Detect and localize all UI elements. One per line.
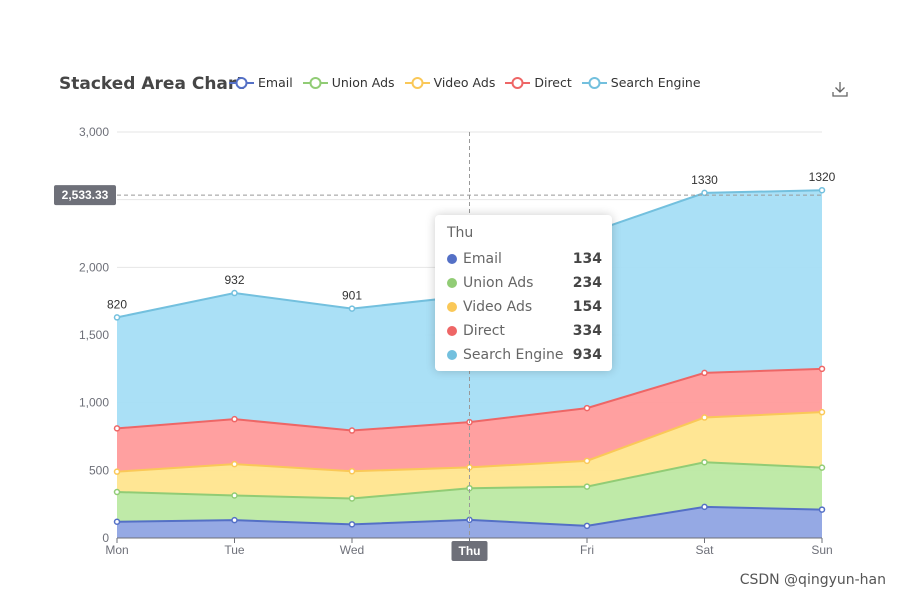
tooltip-value: 334 [572,323,602,339]
data-point-direct [231,415,238,423]
legend-item-union-ads[interactable]: Union Ads [302,75,395,90]
legend-search-engine-icon [581,76,607,89]
data-point-union-ads [818,464,826,471]
tooltip-row-direct: Direct 334 [447,319,602,343]
legend-direct-icon [505,76,531,89]
y-pointer-label: 2,533.33 [62,188,109,202]
data-point-video-ads [231,460,238,468]
data-point-email [583,522,591,530]
area-direct [117,368,822,472]
data-point-email [231,516,238,524]
y-tick-label: 1,500 [79,328,109,342]
tooltip-title: Thu [447,225,474,241]
area-video-ads [117,412,822,499]
legend-item-direct[interactable]: Direct [505,75,572,90]
tooltip-row-email: Email 134 [447,247,602,271]
data-point-union-ads [113,488,121,496]
tooltip-name: Direct [463,323,505,339]
data-point-direct [701,369,708,377]
tooltip-dot-search-engine [447,350,457,360]
tooltip-dot-email [447,254,457,264]
data-point-union-ads [231,492,238,499]
data-point-video-ads [701,414,708,421]
data-point-search-engine [348,305,356,312]
x-tick-label: Sun [811,543,832,557]
data-point-search-engine [818,186,826,194]
legend-label-email: Email [258,75,293,90]
y-tick-label: 3,000 [79,125,109,139]
x-tick-label: Thu [459,544,481,558]
data-label: 1320 [809,170,836,184]
tooltip-name: Union Ads [463,275,534,291]
data-point-video-ads [583,457,591,465]
tooltip: Thu Email 134 Union Ads 234 Video Ads 15… [435,215,612,371]
x-tick-label: Fri [580,543,594,557]
watermark: CSDN @qingyun-han [739,572,886,588]
legend-item-search-engine[interactable]: Search Engine [581,75,701,90]
data-point-video-ads [348,468,356,475]
x-tick-label: Mon [105,543,128,557]
tooltip-value: 154 [572,299,602,315]
download-icon[interactable] [831,80,849,98]
data-point-search-engine [113,314,121,321]
legend: Email Union Ads Video Ads Direct Search … [229,75,711,90]
y-tick-label: 0 [102,531,109,545]
data-point-direct [583,404,591,412]
tooltip-name: Video Ads [463,299,533,315]
legend-video-ads-icon [404,76,430,89]
data-label: 820 [107,297,127,311]
tooltip-value: 234 [572,275,602,291]
tooltip-name: Email [463,251,502,267]
legend-label-direct: Direct [534,75,572,90]
tooltip-dot-video-ads [447,302,457,312]
data-label: 1330 [691,173,718,187]
x-pointer-label-bg [451,541,488,561]
tooltip-row-union-ads: Union Ads 234 [447,271,602,295]
legend-label-video-ads: Video Ads [433,75,496,90]
data-point-union-ads [701,458,708,466]
data-point-search-engine [701,189,708,197]
data-point-direct [113,425,121,432]
y-tick-label: 2,000 [79,260,109,274]
data-label: 901 [342,289,362,303]
legend-item-video-ads[interactable]: Video Ads [404,75,496,90]
data-point-email [348,521,356,528]
tooltip-dot-direct [447,326,457,336]
x-tick-label: Wed [340,543,364,557]
data-point-union-ads [583,483,591,490]
y-tick-label: 1,000 [79,396,109,410]
y-pointer-label-bg [54,185,116,206]
data-point-email [701,503,708,511]
data-label: 932 [224,273,244,287]
data-point-direct [818,365,826,373]
legend-label-search-engine: Search Engine [610,75,701,90]
x-tick-label: Tue [224,543,245,557]
tooltip-value: 934 [572,347,602,363]
data-point-video-ads [113,468,121,475]
data-point-video-ads [818,408,826,416]
area-union-ads [117,462,822,526]
x-tick-label: Sat [695,543,714,557]
legend-union-ads-icon [302,76,328,89]
legend-label-union-ads: Union Ads [331,75,395,90]
chart-title: Stacked Area Chart [59,74,245,94]
y-tick-label: 500 [89,463,109,477]
tooltip-value: 134 [572,251,602,267]
legend-item-email[interactable]: Email [229,75,293,90]
data-point-email [818,506,826,513]
data-point-search-engine [231,289,238,297]
tooltip-dot-union-ads [447,278,457,288]
tooltip-name: Search Engine [463,347,564,363]
tooltip-row-video-ads: Video Ads 154 [447,295,602,319]
data-point-email [113,518,121,526]
tooltip-row-search-engine: Search Engine 934 [447,343,602,367]
data-point-union-ads [348,495,356,502]
legend-email-icon [229,76,254,89]
data-point-direct [348,427,356,434]
